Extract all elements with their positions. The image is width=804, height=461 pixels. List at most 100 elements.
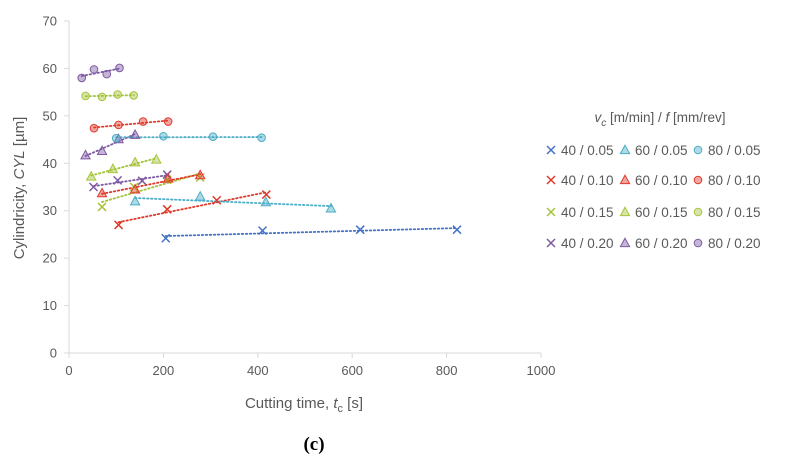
data-point bbox=[129, 195, 141, 206]
legend-item: 60 / 0.15 bbox=[619, 205, 688, 220]
panel-label: (c) bbox=[303, 434, 324, 455]
legend-item: 80 / 0.20 bbox=[693, 236, 761, 251]
data-point bbox=[162, 204, 172, 214]
legend-item: 80 / 0.10 bbox=[693, 173, 761, 188]
data-point bbox=[81, 91, 90, 101]
x-tick-label: 200 bbox=[153, 363, 175, 378]
y-axis-title: Cylindricity, CYL [µm] bbox=[11, 117, 28, 260]
legend-label: 60 / 0.20 bbox=[635, 236, 688, 251]
x-tick-label: 400 bbox=[247, 363, 269, 378]
y-tick-label: 0 bbox=[50, 346, 57, 361]
data-point bbox=[138, 117, 148, 126]
legend-item: 60 / 0.20 bbox=[619, 236, 688, 251]
data-point bbox=[97, 202, 107, 212]
legend-label: 60 / 0.05 bbox=[635, 143, 688, 158]
data-point bbox=[161, 233, 171, 243]
data-point bbox=[129, 91, 138, 100]
data-point bbox=[107, 163, 119, 174]
data-point bbox=[159, 131, 168, 141]
trendline bbox=[80, 67, 121, 77]
data-point bbox=[137, 176, 147, 186]
data-point bbox=[355, 225, 365, 235]
y-tick-label: 30 bbox=[43, 203, 57, 218]
legend-marker bbox=[693, 175, 703, 185]
data-point bbox=[129, 156, 141, 167]
data-point bbox=[113, 133, 125, 144]
legend-marker bbox=[619, 174, 631, 185]
x-tick-label: 0 bbox=[65, 363, 72, 378]
data-point bbox=[257, 226, 268, 236]
legend-label: 40 / 0.15 bbox=[561, 205, 614, 220]
legend-label: 80 / 0.10 bbox=[708, 173, 761, 188]
legend-label: 80 / 0.20 bbox=[708, 236, 761, 251]
data-point bbox=[89, 65, 99, 74]
data-point bbox=[212, 195, 222, 205]
legend: 40 / 0.05 40 / 0.10 40 / 0.15 40 / 0.20 60 /… bbox=[546, 143, 761, 251]
x-tick-label: 600 bbox=[341, 363, 363, 378]
legend-marker bbox=[546, 145, 556, 155]
legend-label: 40 / 0.05 bbox=[561, 143, 614, 158]
trendline bbox=[134, 197, 332, 208]
y-tick-labels: 0 10 20 30 40 50 60 70 bbox=[43, 14, 69, 361]
data-point bbox=[129, 183, 141, 194]
legend-item: 40 / 0.05 bbox=[546, 143, 614, 158]
data-point bbox=[129, 128, 141, 139]
data-point bbox=[114, 120, 123, 130]
data-point bbox=[114, 220, 124, 230]
legend-label: 80 / 0.15 bbox=[708, 205, 761, 220]
x-tick-label: 800 bbox=[436, 363, 458, 378]
legend-label: 60 / 0.10 bbox=[635, 173, 688, 188]
x-axis-title: Cutting time, tc [s] bbox=[245, 395, 363, 415]
data-point bbox=[89, 182, 99, 192]
data-point bbox=[150, 153, 162, 164]
legend-label: 40 / 0.20 bbox=[561, 236, 614, 251]
data-point bbox=[261, 190, 271, 200]
trendline bbox=[84, 133, 136, 157]
data-point bbox=[162, 172, 174, 183]
x-tick-labels: 0 200 400 600 800 1000 bbox=[65, 353, 555, 378]
data-point bbox=[96, 187, 108, 198]
y-tick-label: 50 bbox=[43, 108, 57, 123]
data-point bbox=[115, 63, 124, 73]
trendline bbox=[117, 191, 268, 224]
legend-label: 80 / 0.05 bbox=[708, 143, 761, 158]
legend-item: 40 / 0.10 bbox=[546, 173, 614, 188]
trendline bbox=[90, 157, 158, 177]
legend-label: 40 / 0.10 bbox=[561, 173, 614, 188]
trendline bbox=[84, 94, 135, 98]
data-point bbox=[194, 169, 206, 180]
x-tick-label: 1000 bbox=[527, 363, 556, 378]
data-points bbox=[77, 63, 462, 243]
legend-marker bbox=[546, 175, 556, 185]
data-point bbox=[113, 90, 122, 99]
trendline bbox=[164, 227, 458, 237]
legend-label: 60 / 0.15 bbox=[635, 205, 688, 220]
legend-title: vc [m/min] / f [mm/rev] bbox=[594, 110, 725, 129]
y-tick-label: 40 bbox=[43, 156, 57, 171]
legend-item: 40 / 0.15 bbox=[546, 205, 614, 220]
data-point bbox=[163, 117, 173, 126]
trendline bbox=[93, 119, 170, 129]
legend-marker bbox=[619, 237, 631, 248]
data-point bbox=[77, 73, 87, 83]
data-point bbox=[113, 175, 123, 185]
legend-item: 60 / 0.05 bbox=[619, 143, 688, 158]
y-tick-label: 70 bbox=[43, 14, 57, 29]
data-point bbox=[452, 225, 462, 235]
data-point bbox=[325, 202, 337, 213]
legend-item: 60 / 0.10 bbox=[619, 173, 688, 188]
data-point bbox=[102, 69, 112, 79]
legend-marker bbox=[546, 207, 556, 217]
y-tick-label: 60 bbox=[43, 61, 57, 76]
trendline bbox=[92, 174, 169, 188]
legend-marker bbox=[693, 207, 703, 217]
data-point bbox=[194, 190, 206, 201]
legend-item: 40 / 0.20 bbox=[546, 236, 614, 251]
data-point bbox=[80, 149, 91, 160]
trendline bbox=[101, 173, 202, 195]
data-point bbox=[260, 196, 272, 207]
y-tick-label: 10 bbox=[43, 298, 57, 313]
legend-marker bbox=[619, 206, 631, 217]
chart-axes bbox=[68, 21, 541, 354]
legend-marker bbox=[619, 144, 631, 155]
